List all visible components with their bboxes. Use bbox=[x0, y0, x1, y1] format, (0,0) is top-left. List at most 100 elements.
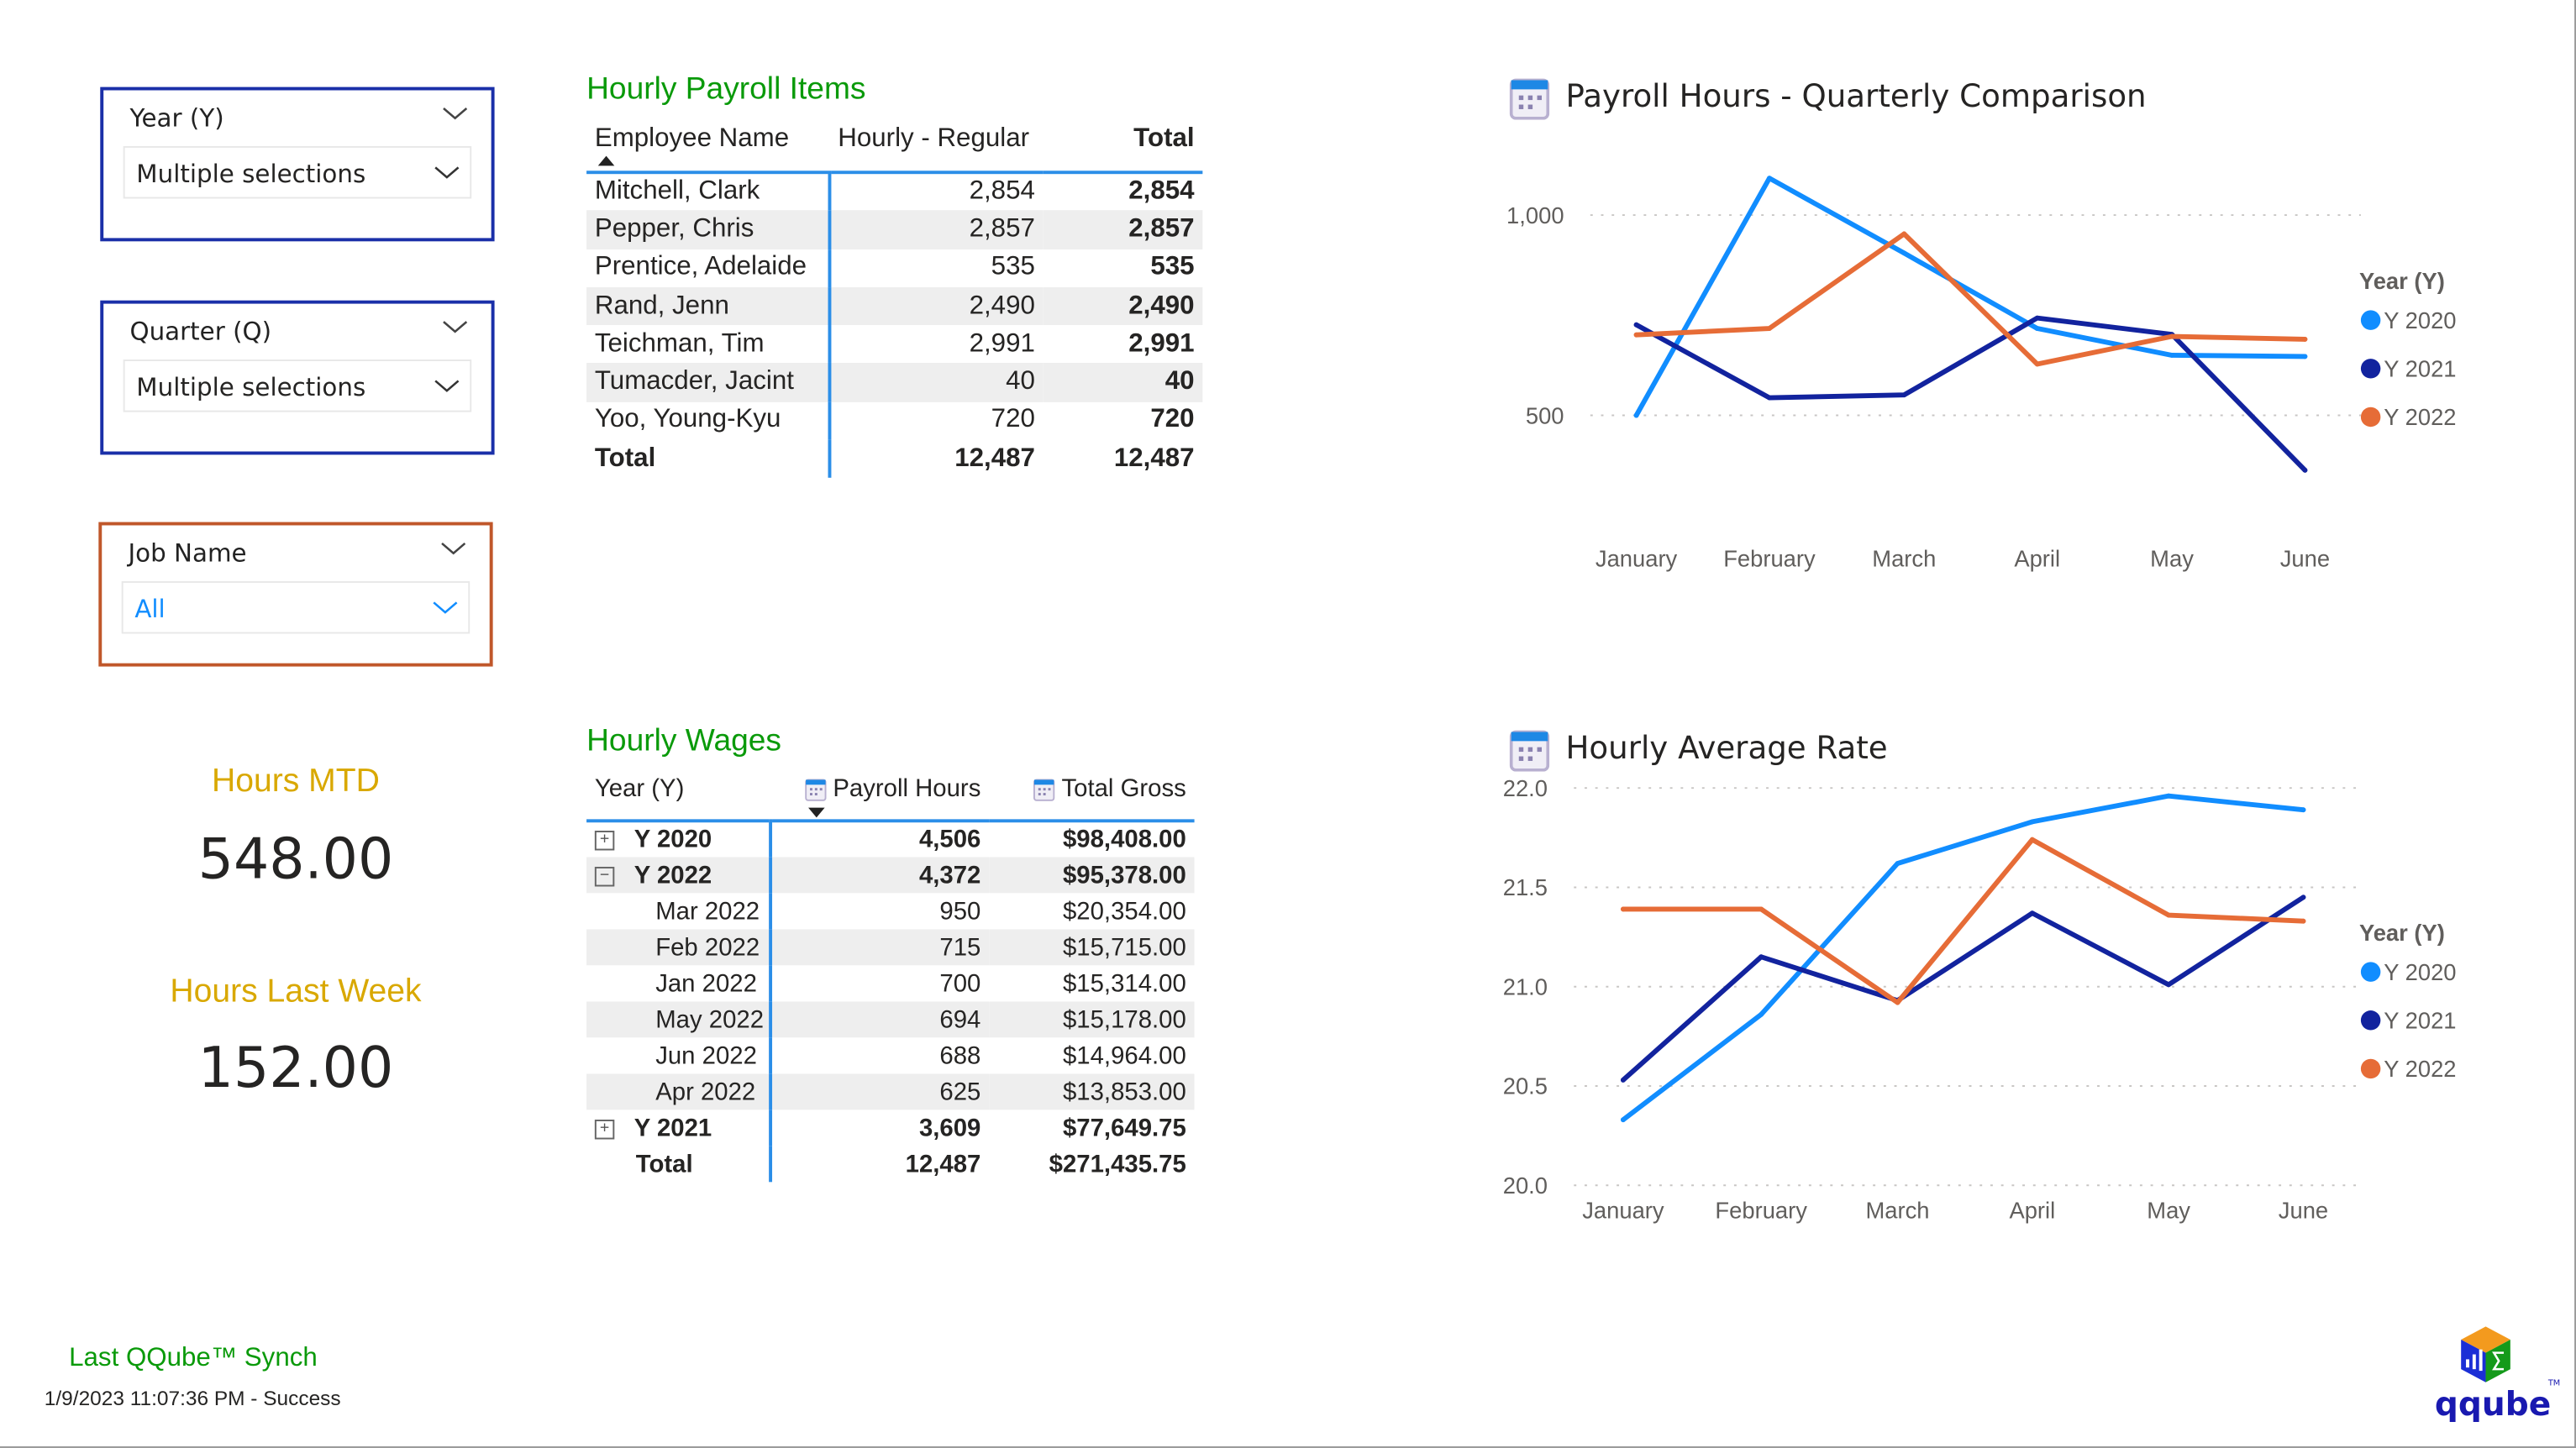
year-cell: Jun 2022 bbox=[586, 1037, 773, 1074]
legend-marker[interactable] bbox=[2360, 359, 2381, 379]
month-row[interactable]: May 2022 694 $15,178.00 bbox=[586, 1001, 1195, 1038]
data-point[interactable] bbox=[2034, 361, 2040, 367]
y-tick-label: 1,000 bbox=[1506, 202, 1564, 228]
expand-icon[interactable]: + bbox=[594, 831, 615, 851]
data-point[interactable] bbox=[2300, 918, 2306, 924]
x-tick-label: April bbox=[2009, 1197, 2055, 1223]
data-point[interactable] bbox=[2169, 353, 2174, 358]
series-line-y-2020[interactable] bbox=[1621, 793, 2306, 1123]
table-row[interactable]: Yoo, Young-Kyu 720 720 bbox=[586, 401, 1202, 440]
series-line-y-2021[interactable] bbox=[1621, 895, 2306, 1083]
payroll-hours-cell: 694 bbox=[770, 1001, 990, 1038]
data-point[interactable] bbox=[1901, 392, 1907, 398]
x-tick-label: May bbox=[2147, 1197, 2190, 1223]
data-point[interactable] bbox=[1901, 231, 1907, 237]
last-sync-status: 1/9/2023 11:07:36 PM - Success bbox=[44, 1387, 341, 1411]
year-dropdown[interactable]: Multiple selections bbox=[123, 145, 472, 199]
data-point[interactable] bbox=[2166, 793, 2172, 799]
data-point[interactable] bbox=[2029, 837, 2035, 842]
legend-item[interactable]: Y 2020 bbox=[2384, 307, 2456, 333]
data-point[interactable] bbox=[2300, 895, 2306, 900]
data-point[interactable] bbox=[2034, 315, 2040, 321]
series-line-y-2022[interactable] bbox=[1633, 231, 2308, 367]
legend-item[interactable]: Y 2021 bbox=[2384, 1008, 2456, 1034]
series-line-y-2022[interactable] bbox=[1621, 837, 2306, 1005]
y-tick-label: 20.5 bbox=[1503, 1073, 1548, 1099]
data-point[interactable] bbox=[1767, 176, 1772, 181]
data-point[interactable] bbox=[1633, 322, 1639, 328]
table-row[interactable]: Pepper, Chris 2,857 2,857 bbox=[586, 210, 1203, 249]
data-point[interactable] bbox=[1767, 326, 1772, 331]
data-point[interactable] bbox=[2302, 354, 2308, 359]
year-row[interactable]: + Y 2020 4,506 $98,408.00 bbox=[586, 821, 1194, 858]
table-row[interactable]: Tumacder, Jacint 40 40 bbox=[586, 363, 1203, 402]
data-point[interactable] bbox=[2034, 326, 2040, 331]
data-point[interactable] bbox=[1621, 906, 1626, 912]
column-header-year[interactable]: Year (Y) bbox=[594, 774, 685, 803]
data-point[interactable] bbox=[1633, 332, 1639, 338]
data-point[interactable] bbox=[1895, 861, 1900, 867]
series-line-y-2021[interactable] bbox=[1633, 315, 2308, 473]
data-point[interactable] bbox=[1759, 906, 1764, 912]
month-row[interactable]: Jun 2022 688 $14,964.00 bbox=[586, 1037, 1194, 1074]
data-point[interactable] bbox=[2300, 807, 2306, 813]
table-row[interactable]: Prentice, Adelaide 535 535 bbox=[586, 249, 1202, 287]
data-point[interactable] bbox=[2166, 912, 2172, 918]
chevron-down-icon[interactable] bbox=[442, 317, 468, 336]
legend-item[interactable]: Y 2020 bbox=[2384, 959, 2456, 985]
column-header-total-gross[interactable]: Total Gross bbox=[989, 769, 1194, 821]
data-point[interactable] bbox=[1895, 999, 1900, 1005]
row-label: Mar 2022 bbox=[655, 897, 760, 926]
data-point[interactable] bbox=[1633, 412, 1639, 418]
data-point[interactable] bbox=[1759, 1011, 1764, 1017]
year-slicer[interactable]: Year (Y) Multiple selections bbox=[100, 87, 495, 242]
month-row[interactable]: Mar 2022 950 $20,354.00 bbox=[586, 893, 1194, 930]
quarter-slicer[interactable]: Quarter (Q) Multiple selections bbox=[100, 300, 495, 455]
chevron-down-icon[interactable] bbox=[442, 103, 468, 123]
collapse-icon[interactable]: − bbox=[594, 866, 615, 886]
chevron-down-icon[interactable] bbox=[440, 538, 466, 558]
month-row[interactable]: Feb 2022 715 $15,715.00 bbox=[586, 929, 1195, 966]
data-point[interactable] bbox=[2029, 910, 2035, 916]
table-row[interactable]: Rand, Jenn 2,490 2,490 bbox=[586, 286, 1203, 326]
column-header-total[interactable]: Total bbox=[1133, 124, 1195, 153]
legend-marker[interactable] bbox=[2360, 962, 2381, 982]
legend-item[interactable]: Y 2022 bbox=[2384, 404, 2456, 430]
legend-marker[interactable] bbox=[2360, 310, 2381, 330]
column-header-payroll-hours[interactable]: Payroll Hours bbox=[770, 769, 989, 821]
legend-item[interactable]: Y 2021 bbox=[2384, 356, 2456, 382]
quarter-dropdown[interactable]: Multiple selections bbox=[123, 359, 472, 412]
data-point[interactable] bbox=[2166, 982, 2172, 988]
legend-item[interactable]: Y 2022 bbox=[2384, 1056, 2456, 1082]
x-tick-label: May bbox=[2150, 545, 2194, 571]
column-header-employee-name[interactable]: Employee Name bbox=[586, 118, 829, 173]
year-slicer-title: Year (Y) bbox=[129, 103, 224, 134]
data-point[interactable] bbox=[1759, 954, 1764, 960]
data-point[interactable] bbox=[2029, 819, 2035, 825]
year-row[interactable]: + Y 2021 3,609 $77,649.75 bbox=[586, 1110, 1194, 1146]
data-point[interactable] bbox=[1621, 1117, 1626, 1123]
x-tick-label: February bbox=[1715, 1197, 1807, 1223]
table-row[interactable]: Mitchell, Clark 2,854 2,854 bbox=[586, 172, 1202, 211]
chart-calendar-icon bbox=[1509, 78, 1550, 120]
data-point[interactable] bbox=[2302, 336, 2308, 342]
month-row[interactable]: Jan 2022 700 $15,314.00 bbox=[586, 965, 1194, 1002]
legend-marker[interactable] bbox=[2360, 407, 2381, 428]
data-point[interactable] bbox=[2302, 467, 2308, 473]
legend-marker[interactable] bbox=[2360, 1010, 2381, 1031]
year-cell: May 2022 bbox=[586, 1001, 773, 1038]
data-point[interactable] bbox=[2169, 333, 2174, 339]
year-row[interactable]: − Y 2022 4,372 $95,378.00 bbox=[586, 857, 1195, 894]
job-dropdown[interactable]: All bbox=[121, 580, 471, 634]
legend-marker[interactable] bbox=[2360, 1058, 2381, 1079]
data-point[interactable] bbox=[1901, 250, 1907, 256]
table-row[interactable]: Teichman, Tim 2,991 2,991 bbox=[586, 325, 1202, 364]
payroll-hours-cell: 4,372 bbox=[770, 857, 990, 894]
data-point[interactable] bbox=[1767, 395, 1772, 401]
month-row[interactable]: Apr 2022 625 $13,853.00 bbox=[586, 1073, 1195, 1110]
expand-icon[interactable]: + bbox=[594, 1119, 615, 1139]
column-header-hourly-regular[interactable]: Hourly - Regular bbox=[838, 124, 1030, 153]
data-point[interactable] bbox=[1621, 1077, 1626, 1083]
job-name-slicer[interactable]: Job Name All bbox=[98, 522, 493, 667]
